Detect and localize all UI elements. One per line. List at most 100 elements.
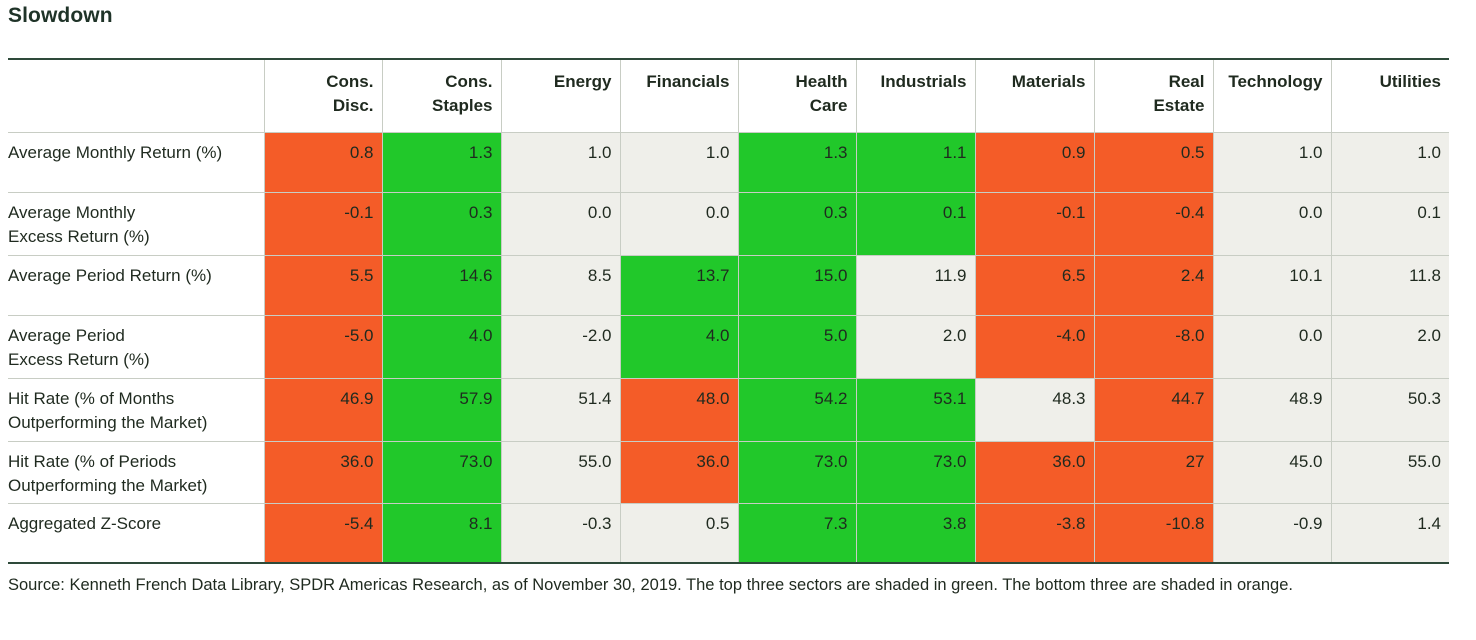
value-cell: 73.0 [855, 441, 975, 504]
table-row: Average Period Excess Return (%) -5.0 4.0 -2… [8, 315, 1449, 379]
value-cell: -3.8 [974, 503, 1094, 563]
column-header-line: Disc. [332, 96, 374, 115]
value-cell: 10.1 [1212, 255, 1331, 316]
value-cell: -10.8 [1093, 503, 1213, 563]
value-cell: 55.0 [1330, 441, 1449, 504]
value-cell: 8.5 [500, 255, 620, 316]
value-cell: 0.0 [1212, 315, 1331, 379]
value-cell: 0.5 [619, 503, 738, 563]
column-header: Technology [1212, 59, 1331, 133]
value-cell: 1.1 [855, 132, 975, 193]
column-header-line: Staples [432, 96, 493, 115]
column-header-line: Care [809, 96, 848, 115]
value-cell: 48.3 [974, 378, 1094, 442]
row-label-line: Hit Rate (% of Months [8, 389, 175, 408]
table-row: Hit Rate (% of Months Outperforming the M… [8, 378, 1449, 442]
row-label: Hit Rate (% of Months Outperforming the M… [8, 378, 264, 442]
row-label-line: Average Period [8, 326, 125, 345]
row-label: Average Period Return (%) [8, 255, 264, 316]
column-header: Health Care [737, 59, 856, 133]
column-header: Financials [619, 59, 738, 133]
row-label-line: Excess Return (%) [8, 227, 150, 246]
value-cell: 0.5 [1093, 132, 1213, 193]
column-header: Cons. Disc. [263, 59, 382, 133]
value-cell: 0.3 [381, 192, 501, 256]
value-cell: 0.0 [500, 192, 620, 256]
column-header: Industrials [855, 59, 975, 133]
value-cell: 2.4 [1093, 255, 1213, 316]
value-cell: -0.1 [974, 192, 1094, 256]
value-cell: -0.4 [1093, 192, 1213, 256]
value-cell: 46.9 [263, 378, 382, 442]
table-body: Average Monthly Return (%) 0.8 1.3 1.0 1.0 1.… [8, 132, 1449, 563]
column-header-line: Industrials [880, 72, 967, 91]
row-label: Average Monthly Excess Return (%) [8, 192, 264, 256]
value-cell: -0.9 [1212, 503, 1331, 563]
column-header-line: Materials [1011, 72, 1086, 91]
value-cell: 48.0 [619, 378, 738, 442]
column-header: Cons. Staples [381, 59, 501, 133]
value-cell: 36.0 [974, 441, 1094, 504]
row-label-line: Outperforming the Market) [8, 413, 208, 432]
value-cell: 4.0 [381, 315, 501, 379]
value-cell: -0.3 [500, 503, 620, 563]
column-header-line: Health [795, 72, 848, 91]
value-cell: 0.1 [855, 192, 975, 256]
row-label: Aggregated Z-Score [8, 503, 264, 563]
value-cell: 15.0 [737, 255, 856, 316]
table-row: Average Monthly Excess Return (%) -0.1 0.3 0… [8, 192, 1449, 256]
value-cell: 1.0 [1330, 132, 1449, 193]
column-header: Energy [500, 59, 620, 133]
value-cell: 53.1 [855, 378, 975, 442]
value-cell: 0.1 [1330, 192, 1449, 256]
value-cell: 0.0 [619, 192, 738, 256]
value-cell: 14.6 [381, 255, 501, 316]
value-cell: 2.0 [855, 315, 975, 379]
row-label-line: Excess Return (%) [8, 350, 150, 369]
value-cell: -5.0 [263, 315, 382, 379]
row-label-line: Average Period Return (%) [8, 266, 212, 285]
header-row: Cons. Disc. Cons. Staples Energy Financials He… [8, 59, 1449, 133]
row-label: Hit Rate (% of Periods Outperforming the … [8, 441, 264, 504]
sector-table: Cons. Disc. Cons. Staples Energy Financials He… [8, 58, 1449, 564]
value-cell: 3.8 [855, 503, 975, 563]
header-corner [8, 59, 264, 133]
table-row: Hit Rate (% of Periods Outperforming the … [8, 441, 1449, 504]
column-header-line: Cons. [326, 72, 374, 91]
value-cell: 54.2 [737, 378, 856, 442]
value-cell: 1.0 [500, 132, 620, 193]
column-header: Utilities [1330, 59, 1449, 133]
row-label-line: Average Monthly Return (%) [8, 143, 223, 162]
value-cell: 36.0 [263, 441, 382, 504]
value-cell: 1.4 [1330, 503, 1449, 563]
column-header: Real Estate [1093, 59, 1213, 133]
value-cell: 11.8 [1330, 255, 1449, 316]
value-cell: 0.9 [974, 132, 1094, 193]
value-cell: 6.5 [974, 255, 1094, 316]
column-header-line: Cons. [445, 72, 493, 91]
value-cell: 13.7 [619, 255, 738, 316]
table-row: Average Period Return (%) 5.5 14.6 8.5 13.7 1… [8, 255, 1449, 316]
value-cell: 7.3 [737, 503, 856, 563]
row-label-line: Hit Rate (% of Periods [8, 452, 177, 471]
value-cell: -2.0 [500, 315, 620, 379]
column-header-line: Technology [1228, 72, 1323, 91]
source-footnote: Source: Kenneth French Data Library, SPD… [8, 576, 1293, 594]
value-cell: 1.0 [619, 132, 738, 193]
value-cell: 36.0 [619, 441, 738, 504]
value-cell: 57.9 [381, 378, 501, 442]
value-cell: 73.0 [737, 441, 856, 504]
table-title: Slowdown [8, 4, 113, 27]
value-cell: 5.0 [737, 315, 856, 379]
column-header-line: Utilities [1379, 72, 1441, 91]
value-cell: 1.3 [381, 132, 501, 193]
value-cell: 1.3 [737, 132, 856, 193]
value-cell: 44.7 [1093, 378, 1213, 442]
value-cell: 50.3 [1330, 378, 1449, 442]
value-cell: 45.0 [1212, 441, 1331, 504]
value-cell: 0.8 [263, 132, 382, 193]
value-cell: 27 [1093, 441, 1213, 504]
value-cell: -4.0 [974, 315, 1094, 379]
value-cell: 0.0 [1212, 192, 1331, 256]
column-header-line: Real [1168, 72, 1205, 91]
